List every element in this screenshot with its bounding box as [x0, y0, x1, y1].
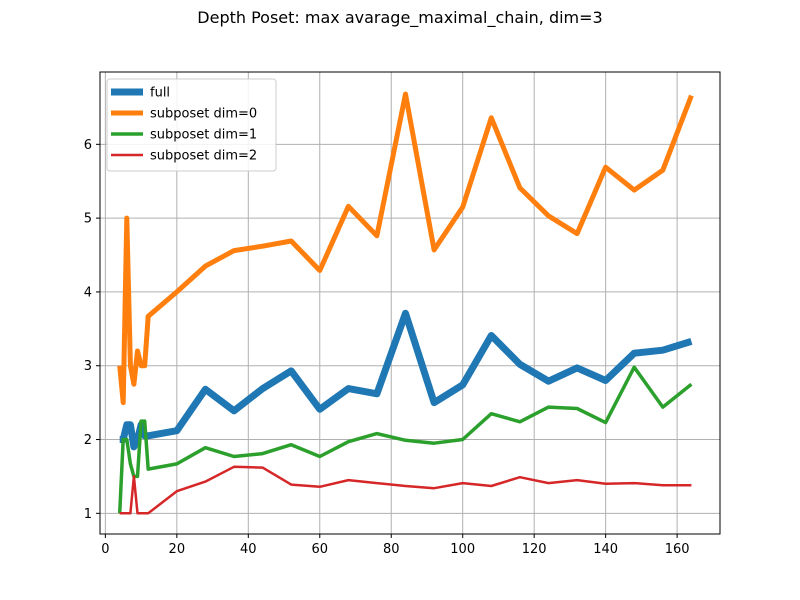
series-line-1 [119, 309, 693, 451]
y-tick-label: 1 [84, 507, 92, 522]
x-tick-label: 40 [240, 542, 257, 557]
legend-box [106, 78, 277, 172]
x-tick-label: 160 [665, 542, 690, 557]
x-tick-label: 80 [383, 542, 400, 557]
x-tick-label: 0 [101, 542, 109, 557]
x-tick-label: 60 [311, 542, 328, 557]
x-tick-label: 20 [169, 542, 186, 557]
series-line-3 [117, 365, 693, 514]
x-tick-label: 140 [593, 542, 618, 557]
y-tick-label: 6 [84, 138, 92, 153]
series-line-2 [117, 91, 694, 406]
x-tick-label: 100 [450, 542, 475, 557]
legend-label: subposet dim=1 [150, 128, 257, 143]
legend: full subposet dim=0 subposet dim=1 subposet… [106, 78, 277, 172]
y-tick-label: 3 [84, 359, 92, 374]
chart-title: Depth Poset: max avarage_maximal_chain, … [197, 8, 603, 27]
legend-label: subposet dim=2 [150, 149, 257, 164]
series-lines [117, 91, 694, 515]
y-tick-label: 2 [84, 433, 92, 448]
legend-label: full [150, 86, 170, 101]
y-tick-label: 5 [84, 212, 92, 227]
axis-ticks: 0 20 40 60 80 100 120 140 160 1 2 3 4 5 6 [84, 138, 690, 557]
y-tick-label: 4 [84, 285, 92, 300]
x-tick-label: 120 [522, 542, 547, 557]
legend-label: subposet dim=0 [150, 107, 257, 122]
series-line-4 [119, 465, 692, 515]
plot-frame [99, 71, 721, 535]
